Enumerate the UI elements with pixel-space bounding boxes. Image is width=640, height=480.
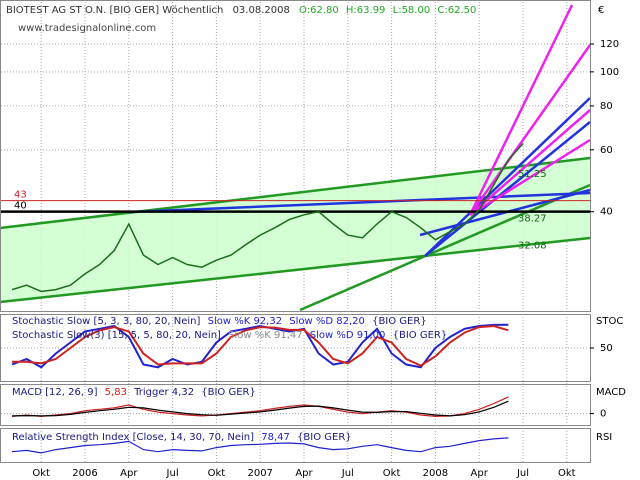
fan-line bbox=[469, 138, 591, 217]
level-label: 40 bbox=[14, 201, 27, 212]
level-label: 43 bbox=[14, 190, 27, 201]
trend-label: 51.25 bbox=[518, 169, 547, 180]
axis-label: MACD bbox=[596, 387, 626, 398]
trend-label: 32.08 bbox=[518, 240, 547, 251]
indicator-value: Slow %D 82,20 bbox=[289, 316, 365, 327]
symbol: {BIO GER} bbox=[372, 316, 427, 327]
y-tick-label: 120 bbox=[600, 39, 619, 50]
x-tick-label: Okt bbox=[32, 468, 50, 479]
y-tick-label: 80 bbox=[600, 101, 613, 112]
trend-line bbox=[424, 121, 591, 257]
indicator: Relative Strength Index [Close, 14, 30, … bbox=[12, 432, 254, 443]
x-tick-label: Apr bbox=[295, 468, 313, 479]
y-tick-label: 60 bbox=[600, 145, 613, 156]
trend-line bbox=[0, 236, 591, 304]
indicator-value: 78,47 bbox=[261, 432, 290, 443]
panel-frame bbox=[0, 428, 591, 463]
fan-line bbox=[468, 44, 592, 216]
axis-label: STOC bbox=[596, 316, 623, 327]
indicator-value: Slow %K 91,47 bbox=[228, 330, 302, 341]
ohlc: L:58.00 bbox=[393, 5, 431, 16]
y-tick-label: 0 bbox=[600, 409, 606, 420]
series-line bbox=[11, 437, 509, 454]
indicator: Stochastic Slow(3) [15, 5, 5, 80, 20, Ne… bbox=[12, 330, 221, 341]
x-tick-label: Jul bbox=[516, 468, 529, 479]
series-line bbox=[12, 324, 509, 367]
x-tick-label: Apr bbox=[471, 468, 489, 479]
ohlc: C:62.50 bbox=[437, 5, 476, 16]
indicator-value: 5,83 bbox=[105, 387, 127, 398]
symbol: {BIO GER} bbox=[297, 432, 352, 443]
panel-frame bbox=[0, 0, 591, 312]
panel-subtitle: Stochastic Slow(3) [15, 5, 5, 80, 20, Ne… bbox=[12, 330, 447, 341]
trend-label: 38.27 bbox=[518, 213, 547, 224]
channel bbox=[0, 158, 590, 302]
indicator: Stochastic Slow [5, 3, 3, 80, 20, Nein] bbox=[12, 316, 201, 327]
indicator-value: Slow %K 92,32 bbox=[208, 316, 282, 327]
x-tick-label: 2007 bbox=[247, 468, 272, 479]
indicator-value: Slow %D 91,00 bbox=[310, 330, 386, 341]
x-tick-label: Okt bbox=[383, 468, 401, 479]
panel-title: MACD [12, 26, 9] 5,83 Trigger 4,32 {BIO … bbox=[12, 387, 256, 398]
title: BIOTEST AG ST O.N. [BIO GER] Wöchentlich bbox=[6, 5, 223, 16]
series-line bbox=[11, 323, 509, 369]
symbol: {BIO GER} bbox=[201, 387, 256, 398]
fan-line bbox=[469, 109, 591, 216]
x-tick-label: Okt bbox=[558, 468, 576, 479]
series-line bbox=[11, 400, 509, 417]
currency: € bbox=[598, 5, 604, 16]
y-tick-label: 100 bbox=[600, 67, 619, 78]
series-line bbox=[11, 143, 524, 293]
marks: Okt 2006 Apr Jul Okt 2007 Apr Jul Okt 2008 Apr Jul O… bbox=[1, 39, 619, 479]
ohlc: O:62.80 bbox=[299, 5, 339, 16]
panel-title: Relative Strength Index [Close, 14, 30, … bbox=[12, 432, 352, 443]
series-line bbox=[11, 396, 509, 418]
x-tick-label: 2006 bbox=[72, 468, 97, 479]
axis-label: RSI bbox=[596, 432, 612, 443]
watermark: www.tradesignalonline.com bbox=[18, 23, 156, 34]
x-tick-label: Jul bbox=[341, 468, 354, 479]
ohlc: H:63.99 bbox=[346, 5, 386, 16]
fan-line bbox=[468, 4, 574, 216]
date: 03.08.2008 bbox=[233, 5, 290, 16]
indicator-value: Trigger 4,32 bbox=[133, 387, 194, 398]
x-tick-label: Apr bbox=[120, 468, 138, 479]
trend-line bbox=[299, 183, 591, 312]
y-tick-label: 50 bbox=[600, 343, 613, 354]
x-tick-label: Okt bbox=[208, 468, 226, 479]
panel-frame bbox=[0, 384, 591, 426]
x-tick-label: Jul bbox=[166, 468, 179, 479]
y-tick-label: 40 bbox=[600, 207, 613, 218]
header: BIOTEST AG ST O.N. [BIO GER] Wöchentlich… bbox=[6, 5, 476, 16]
trend-line bbox=[129, 191, 591, 214]
panel-title: Stochastic Slow [5, 3, 3, 80, 20, Nein] … bbox=[12, 316, 427, 327]
x-tick-label: 2008 bbox=[423, 468, 448, 479]
symbol: {BIO GER} bbox=[393, 330, 448, 341]
indicator: MACD [12, 26, 9] bbox=[12, 387, 98, 398]
